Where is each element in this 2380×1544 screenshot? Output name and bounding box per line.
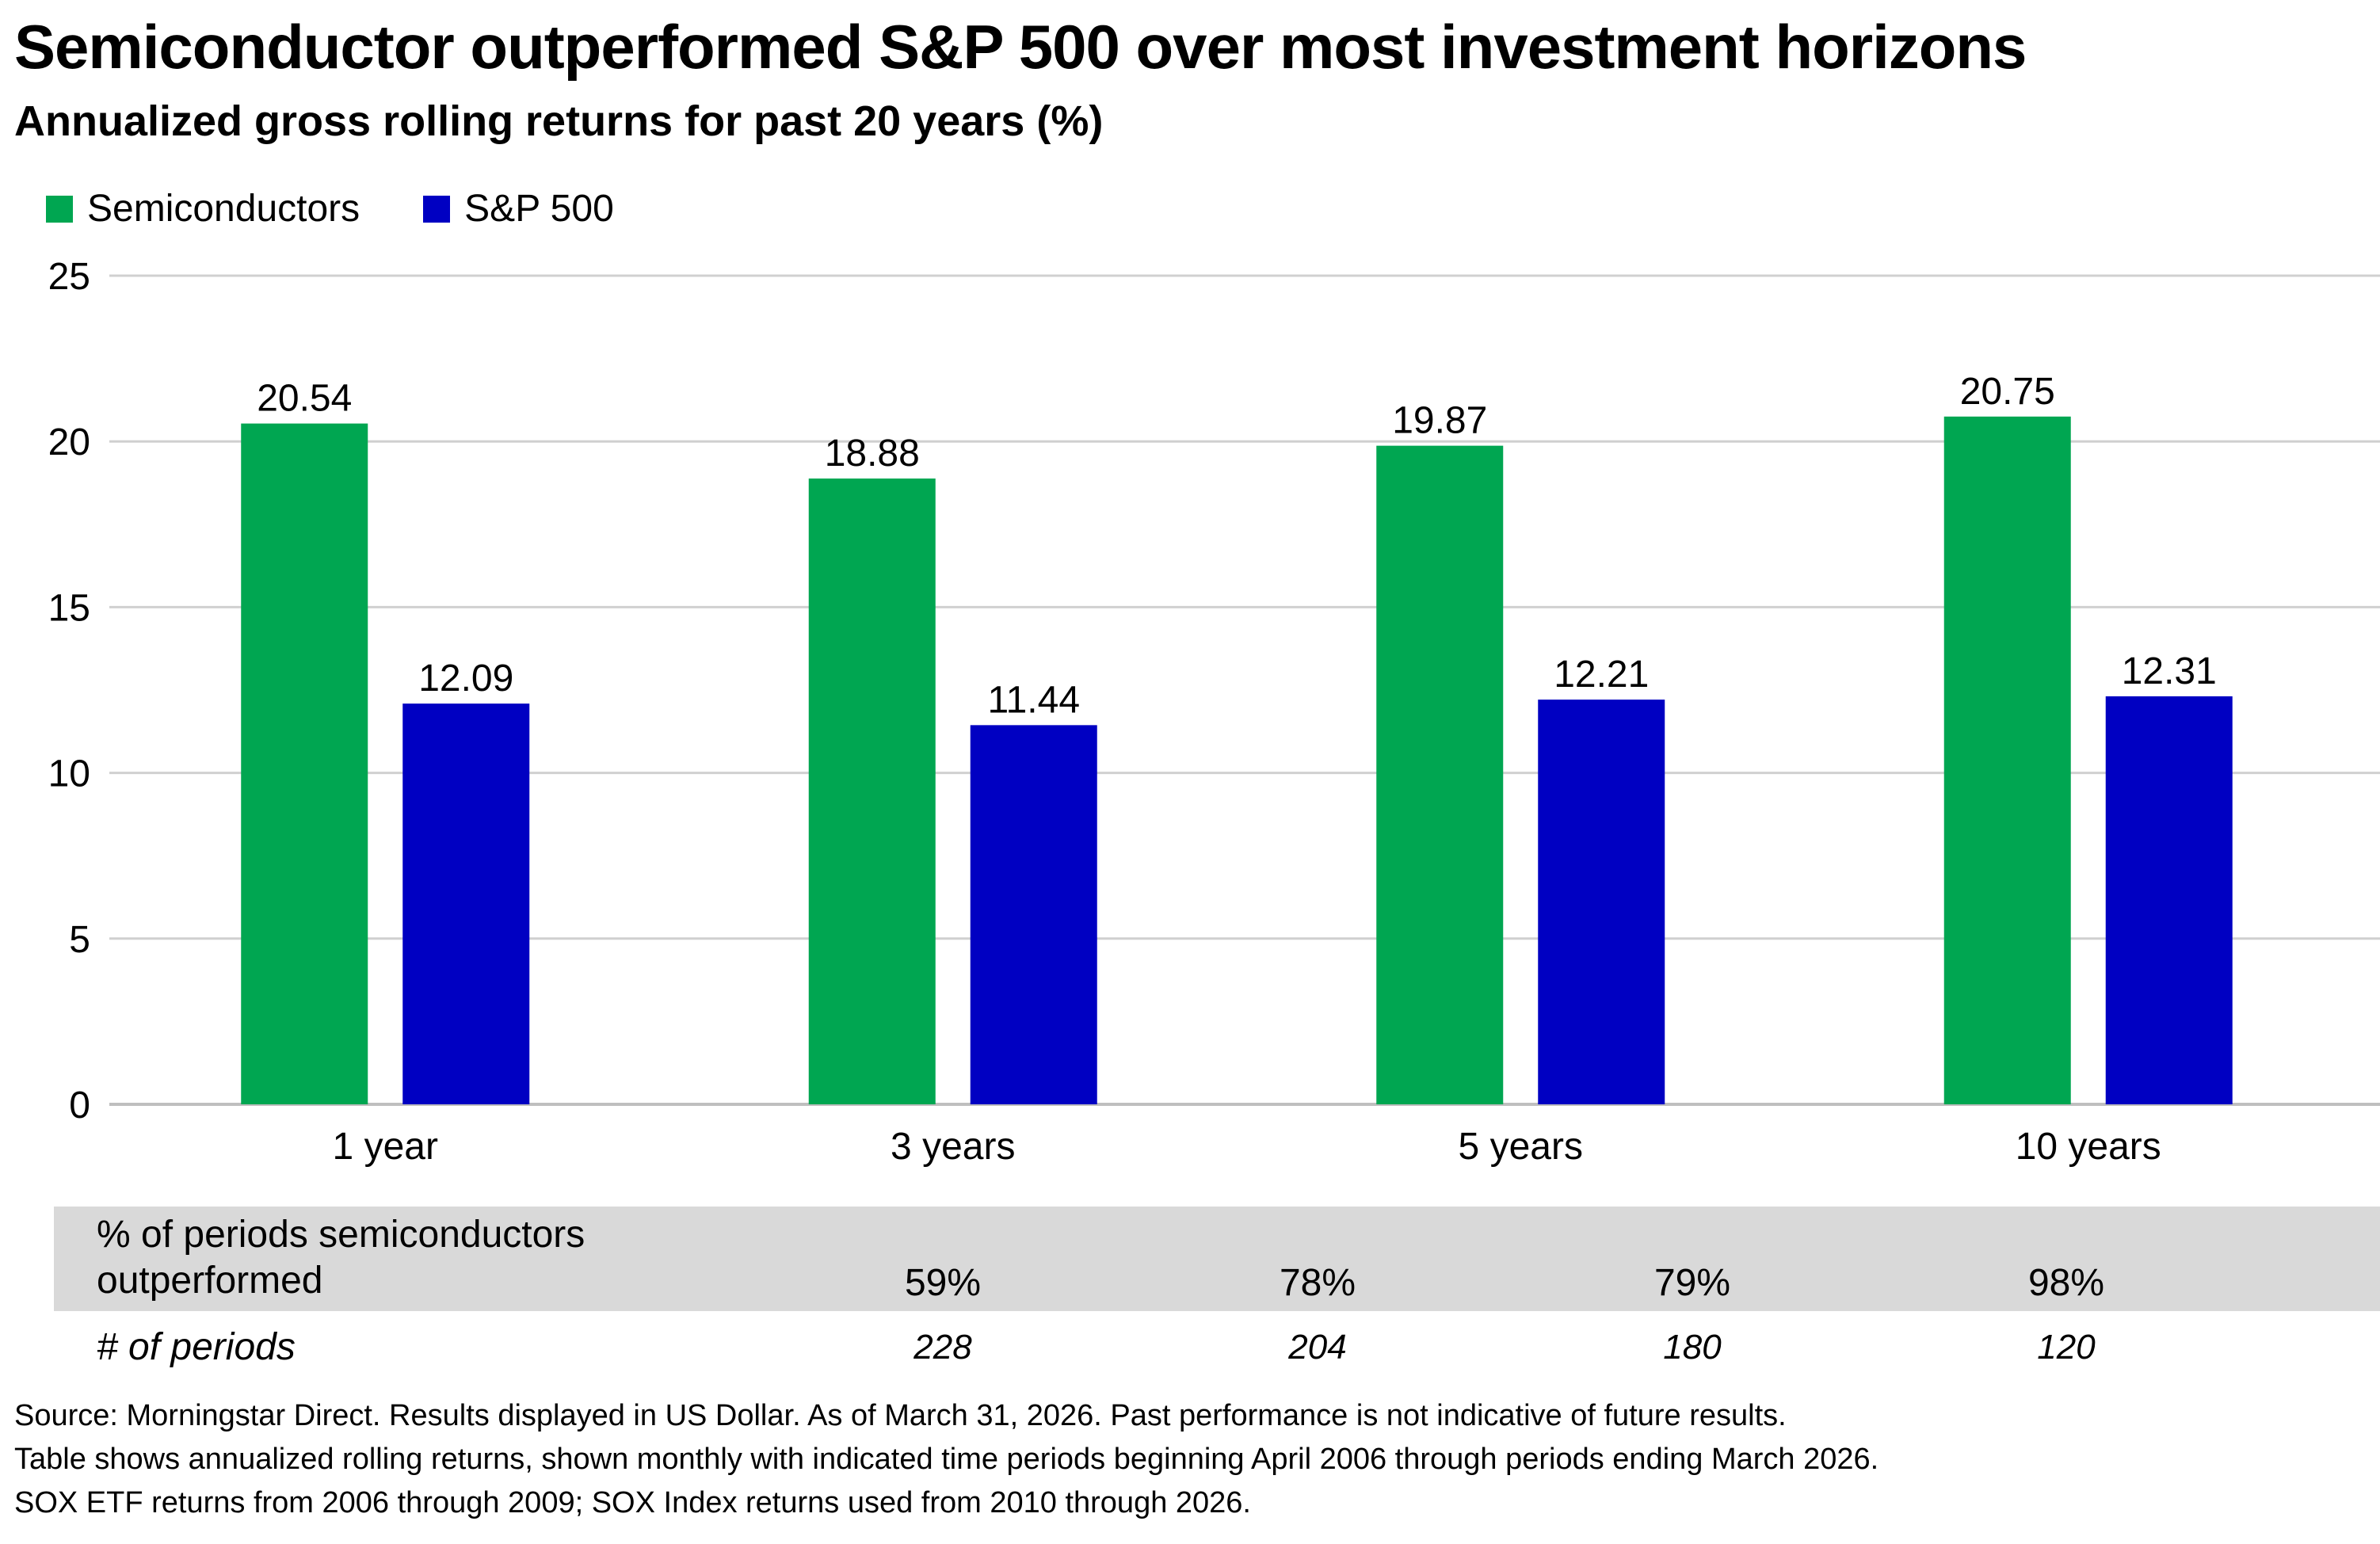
bar-semiconductors [808, 478, 936, 1104]
outperformance-pct-cell: 78% [1279, 1262, 1356, 1304]
x-tick-label: 10 years [2016, 1126, 2161, 1168]
periods-count-cell: 120 [2037, 1328, 2096, 1367]
bar-sp500 [2105, 696, 2233, 1104]
bar-sp500 [1538, 700, 1665, 1104]
data-label: 11.44 [987, 679, 1080, 721]
y-tick-label: 15 [48, 587, 90, 629]
legend-label-sp500: S&P 500 [464, 188, 614, 230]
y-tick-label: 25 [48, 256, 90, 298]
y-tick-label: 10 [48, 753, 90, 795]
y-tick-label: 0 [69, 1085, 90, 1127]
footnote-line: Source: Morningstar Direct. Results disp… [14, 1399, 1787, 1432]
legend-item-sp500: S&P 500 [423, 187, 614, 231]
legend-label-semiconductors: Semiconductors [87, 188, 360, 230]
data-label: 12.31 [2122, 650, 2217, 692]
data-label: 12.21 [1554, 654, 1649, 696]
legend-swatch-sp500 [423, 195, 451, 223]
bar-semiconductors [1943, 416, 2071, 1104]
bar-sp500 [970, 725, 1097, 1104]
data-label: 19.87 [1392, 400, 1487, 442]
outperformance-table-band [54, 1207, 2380, 1311]
legend-swatch-semiconductors [46, 195, 73, 223]
table-row-label-line1: % of periods semiconductors [97, 1214, 585, 1256]
x-tick-label: 5 years [1459, 1126, 1583, 1168]
periods-count-cell: 228 [913, 1328, 972, 1367]
table-row-label-line2: outperformed [97, 1260, 323, 1302]
x-tick-label: 3 years [891, 1126, 1015, 1168]
data-label: 20.54 [257, 378, 352, 420]
x-tick-label: 1 year [333, 1126, 438, 1168]
periods-count-cell: 180 [1663, 1328, 1722, 1367]
outperformance-pct-cell: 98% [2027, 1262, 2105, 1304]
periods-row-label: # of periods [97, 1326, 296, 1368]
outperformance-pct-cell: 79% [1653, 1262, 1731, 1304]
bar-chart: 0 5 10 15 20 25 20.54 12.09 1 year 18.88 11.44 3 ye… [48, 256, 2380, 1168]
data-label: 18.88 [825, 433, 920, 475]
y-tick-label: 5 [69, 919, 90, 961]
data-label: 20.75 [1960, 371, 2055, 413]
chart-subtitle: Annualized gross rolling returns for pas… [14, 97, 1104, 145]
y-tick-label: 20 [48, 421, 90, 463]
periods-count-cell: 204 [1288, 1328, 1347, 1367]
footnotes: Source: Morningstar Direct. Results disp… [14, 1394, 1878, 1525]
footnote-line: Table shows annualized rolling returns, … [14, 1443, 1879, 1476]
outperformance-pct-cell: 59% [904, 1262, 982, 1304]
legend: Semiconductors S&P 500 [46, 187, 677, 231]
bar-sp500 [402, 703, 530, 1104]
footnote-line: SOX ETF returns from 2006 through 2009; … [14, 1486, 1251, 1519]
data-label: 12.09 [418, 658, 513, 700]
bar-semiconductors [241, 423, 368, 1104]
bar-semiconductors [1376, 445, 1504, 1104]
chart-title: Semiconductor outperformed S&P 500 over … [14, 12, 2027, 82]
legend-item-semiconductors: Semiconductors [46, 187, 360, 231]
